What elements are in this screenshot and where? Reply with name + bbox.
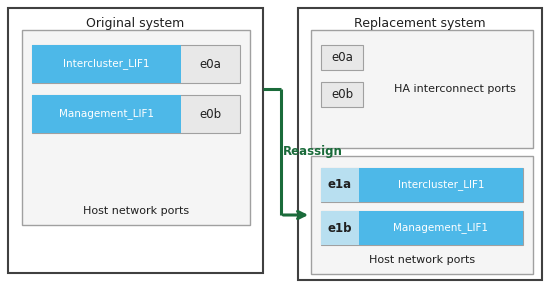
Bar	[32, 95, 181, 133]
Text: Management_LIF1: Management_LIF1	[59, 109, 154, 119]
Text: HA interconnect ports: HA interconnect ports	[394, 84, 516, 94]
Bar	[321, 168, 359, 202]
Bar	[22, 30, 250, 225]
Text: Intercluster_LIF1: Intercluster_LIF1	[398, 180, 484, 191]
Text: Original system: Original system	[86, 17, 185, 30]
Text: Intercluster_LIF1: Intercluster_LIF1	[63, 58, 150, 69]
Bar	[359, 168, 523, 202]
Text: Host network ports: Host network ports	[369, 255, 475, 265]
Bar	[321, 45, 363, 70]
Text: Replacement system: Replacement system	[354, 17, 486, 30]
Bar	[32, 45, 181, 83]
Text: Reassign: Reassign	[283, 145, 342, 158]
Text: e0b: e0b	[331, 88, 353, 101]
Bar	[311, 156, 533, 274]
Bar	[32, 45, 240, 83]
Bar	[298, 8, 542, 280]
Bar	[32, 95, 240, 133]
Text: e0a: e0a	[200, 58, 222, 71]
Bar	[321, 168, 523, 202]
Text: e0a: e0a	[331, 51, 353, 64]
Bar	[311, 30, 533, 148]
Text: e0b: e0b	[200, 107, 222, 120]
Text: e1a: e1a	[328, 178, 352, 191]
Text: Host network ports: Host network ports	[83, 206, 189, 216]
Text: e1b: e1b	[328, 222, 352, 235]
Bar	[8, 8, 263, 273]
Bar	[321, 211, 359, 245]
Text: Management_LIF1: Management_LIF1	[393, 222, 488, 233]
Bar	[321, 211, 523, 245]
Bar	[359, 211, 523, 245]
Bar	[321, 82, 363, 107]
